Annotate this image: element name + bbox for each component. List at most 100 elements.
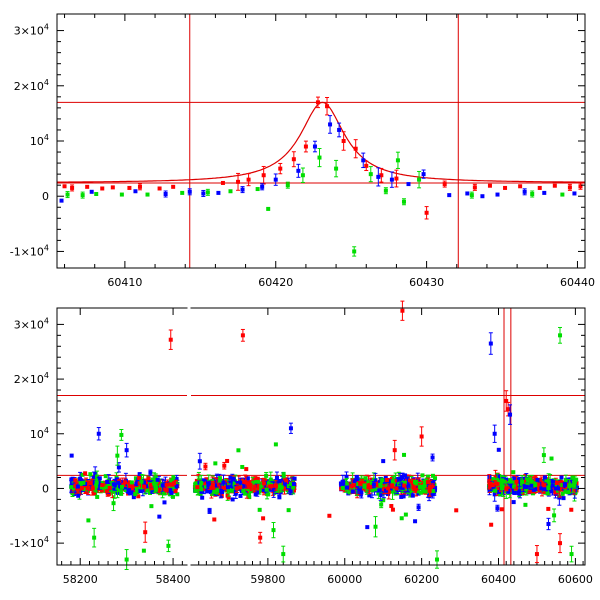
data-point — [487, 183, 492, 188]
data-point — [350, 489, 355, 494]
data-point — [212, 489, 217, 494]
data-point — [281, 473, 286, 478]
data-point — [578, 184, 583, 189]
data-point — [250, 481, 255, 486]
data-point — [368, 172, 373, 177]
data-point — [504, 487, 509, 492]
data-point — [170, 482, 175, 487]
data-point — [238, 485, 243, 490]
data-point — [552, 513, 557, 518]
data-point — [418, 484, 423, 489]
data-point — [549, 456, 554, 461]
data-point — [480, 194, 485, 199]
data-point — [278, 166, 283, 171]
data-point — [315, 100, 320, 105]
data-point — [353, 146, 358, 151]
data-point — [124, 557, 129, 562]
data-point — [345, 485, 350, 490]
data-point — [546, 521, 551, 526]
data-point — [365, 484, 370, 489]
data-point — [94, 192, 99, 197]
data-point — [495, 478, 500, 483]
data-point — [558, 482, 563, 487]
data-point — [253, 476, 258, 481]
data-point — [390, 507, 395, 512]
data-point — [228, 480, 233, 485]
data-point — [97, 476, 102, 481]
data-point — [78, 476, 83, 481]
data-point — [234, 486, 239, 491]
data-point — [131, 495, 136, 500]
data-point — [225, 478, 230, 483]
data-point — [256, 483, 261, 488]
data-point — [386, 489, 391, 494]
data-point — [509, 483, 514, 488]
data-point — [110, 185, 115, 190]
data-point — [363, 476, 368, 481]
data-point — [552, 183, 557, 188]
data-point — [337, 127, 342, 132]
data-point — [558, 333, 563, 338]
data-point — [201, 481, 206, 486]
data-point — [175, 481, 180, 486]
data-point — [569, 507, 574, 512]
data-point — [157, 480, 162, 485]
data-point — [240, 464, 245, 469]
data-point — [119, 491, 124, 496]
data-point — [430, 473, 435, 478]
data-point — [91, 475, 96, 480]
data-point — [283, 477, 288, 482]
data-point — [228, 475, 233, 480]
data-point — [417, 177, 422, 182]
data-point — [395, 158, 400, 163]
data-point — [146, 485, 151, 490]
data-point — [236, 179, 241, 184]
plot-frame — [56, 13, 586, 269]
data-point — [546, 485, 551, 490]
data-point — [274, 475, 279, 480]
data-point — [203, 464, 208, 469]
data-point — [500, 475, 505, 480]
data-point — [94, 480, 99, 485]
data-point — [430, 489, 435, 494]
data-point — [153, 475, 158, 480]
data-point — [435, 557, 440, 562]
data-point — [541, 453, 546, 458]
data-point — [554, 481, 559, 486]
data-point — [537, 185, 542, 190]
data-point — [141, 480, 146, 485]
data-point — [261, 173, 266, 178]
data-point — [427, 488, 432, 493]
data-point — [412, 480, 417, 485]
data-point — [228, 484, 233, 489]
data-point — [394, 486, 399, 491]
data-point — [75, 484, 80, 489]
x-tick-label: 60000 — [327, 573, 362, 586]
data-point — [79, 485, 84, 490]
data-point — [424, 489, 429, 494]
data-point — [148, 470, 153, 475]
data-point — [198, 484, 203, 489]
data-point — [215, 488, 220, 493]
data-point — [397, 482, 402, 487]
data-point — [496, 475, 501, 480]
data-point — [144, 484, 149, 489]
data-point — [241, 488, 246, 493]
data-point — [541, 486, 546, 491]
x-tick-label: 60200 — [404, 573, 439, 586]
data-point — [382, 481, 387, 486]
x-tick-label: 60400 — [481, 573, 516, 586]
data-point — [531, 487, 536, 492]
data-point — [390, 483, 395, 488]
data-point — [355, 489, 360, 494]
data-point — [529, 483, 534, 488]
data-point — [570, 483, 575, 488]
data-point — [524, 477, 529, 482]
data-point — [104, 489, 109, 494]
data-point — [572, 191, 577, 196]
data-point — [514, 479, 519, 484]
data-point — [505, 484, 510, 489]
x-tick-label: 60600 — [558, 573, 593, 586]
data-point — [166, 543, 171, 548]
data-point — [142, 484, 147, 489]
